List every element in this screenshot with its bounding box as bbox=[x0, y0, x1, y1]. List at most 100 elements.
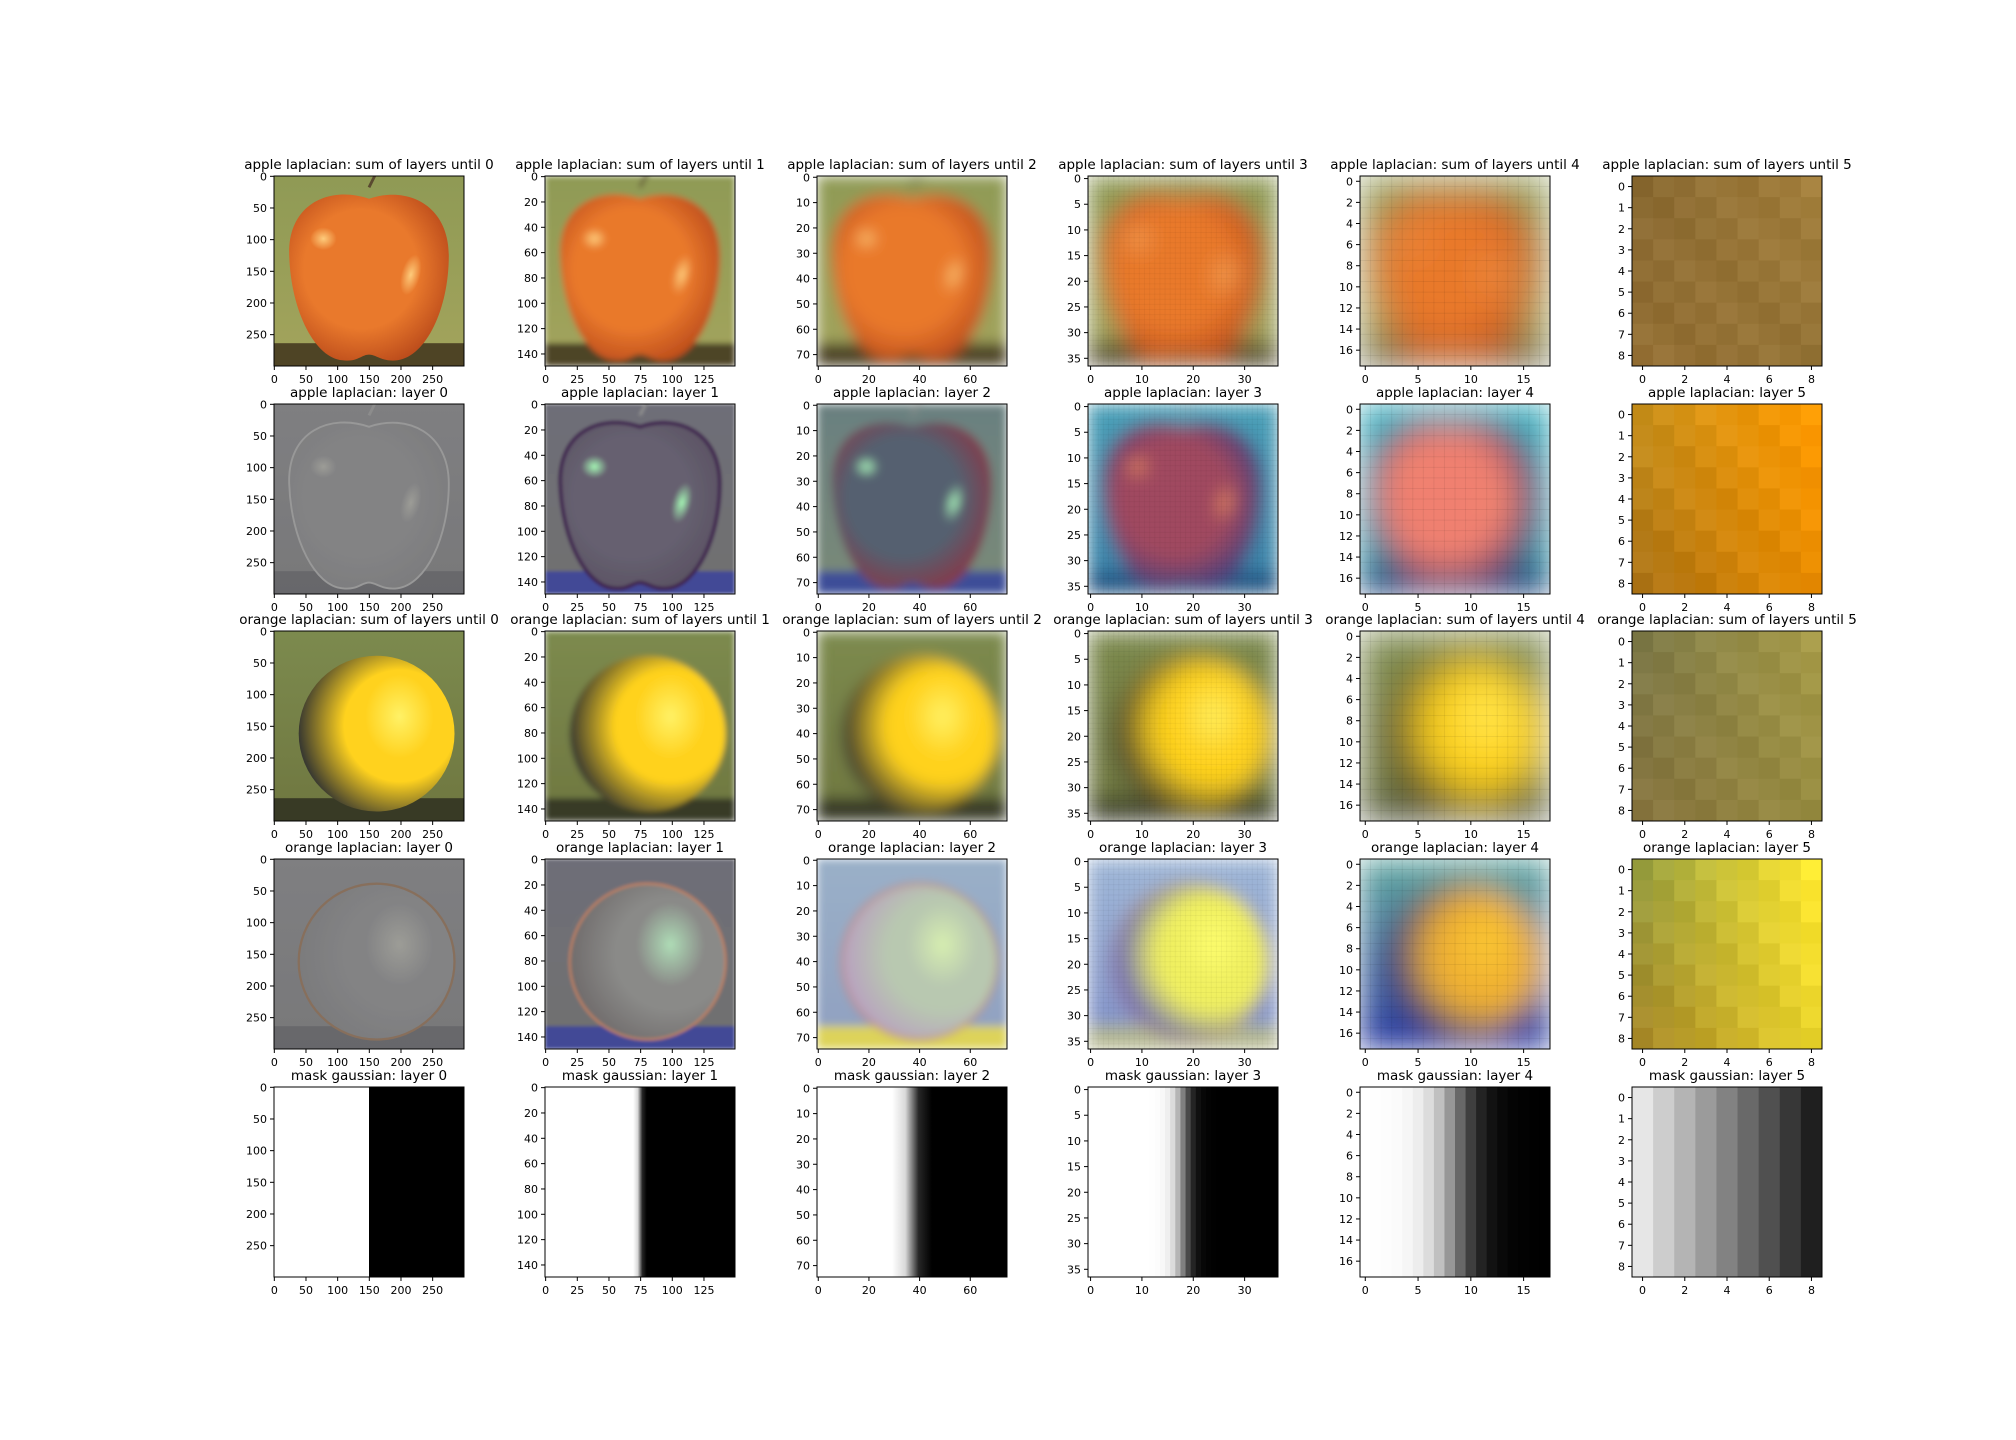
x-tick-label: 4 bbox=[1724, 373, 1731, 386]
y-tick-label: 0 bbox=[531, 171, 538, 184]
x-tick-label: 25 bbox=[570, 1056, 584, 1069]
panel-title: orange laplacian: sum of layers until 5 bbox=[1597, 612, 1857, 628]
y-tick-label: 80 bbox=[524, 1183, 538, 1196]
x-tick-label: 4 bbox=[1724, 1056, 1731, 1069]
x-tick-label: 0 bbox=[271, 601, 278, 614]
y-tick-label: 16 bbox=[1339, 572, 1353, 585]
x-tick-label: 60 bbox=[963, 1284, 977, 1297]
panel-image bbox=[817, 176, 1007, 366]
axes-frame bbox=[816, 403, 1008, 595]
x-tick-label: 0 bbox=[1639, 1284, 1646, 1297]
y-tick-label: 100 bbox=[246, 462, 267, 475]
y-tick-label: 5 bbox=[1618, 969, 1625, 982]
y-tick-label: 50 bbox=[796, 1209, 810, 1222]
x-tick-label: 0 bbox=[815, 373, 822, 386]
y-tick-label: 0 bbox=[531, 1082, 538, 1095]
panel-image bbox=[1088, 404, 1278, 594]
y-tick-label: 60 bbox=[524, 1158, 538, 1171]
panel-image bbox=[1632, 1087, 1822, 1277]
x-tick-label: 200 bbox=[390, 1056, 411, 1069]
panel-image bbox=[817, 859, 1007, 1049]
panel-title: orange laplacian: layer 2 bbox=[828, 840, 996, 856]
subplot-panel: orange laplacian: layer 5 0 2 4 6 8 0 1 2 3 4 5 6 7 8 bbox=[1618, 840, 1823, 1069]
panel-title: orange laplacian: layer 5 bbox=[1643, 840, 1811, 856]
y-tick-label: 3 bbox=[1618, 1155, 1625, 1168]
panel-title: apple laplacian: layer 4 bbox=[1376, 385, 1534, 401]
y-tick-label: 100 bbox=[517, 525, 538, 538]
panel-image bbox=[274, 1087, 464, 1277]
y-tick-label: 50 bbox=[253, 657, 267, 670]
x-tick-label: 100 bbox=[662, 1056, 683, 1069]
y-tick-label: 10 bbox=[796, 1108, 810, 1121]
y-tick-label: 10 bbox=[796, 425, 810, 438]
y-tick-label: 140 bbox=[517, 576, 538, 589]
axes-frame bbox=[1359, 630, 1551, 822]
y-tick-label: 15 bbox=[1067, 933, 1081, 946]
y-tick-label: 20 bbox=[1067, 1186, 1081, 1199]
subplot-panel: apple laplacian: layer 1 0 25 50 75 100 125 0 20… bbox=[517, 385, 736, 614]
y-tick-label: 0 bbox=[1346, 630, 1353, 643]
x-tick-label: 0 bbox=[1639, 601, 1646, 614]
x-tick-label: 0 bbox=[542, 1284, 549, 1297]
x-tick-label: 30 bbox=[1238, 373, 1252, 386]
y-tick-label: 30 bbox=[796, 930, 810, 943]
subplot-panel: mask gaussian: layer 2 0 20 40 60 0 10 20 30 40 50… bbox=[796, 1068, 1008, 1297]
x-tick-label: 150 bbox=[359, 373, 380, 386]
x-tick-label: 60 bbox=[963, 828, 977, 841]
y-tick-label: 5 bbox=[1074, 426, 1081, 439]
panel-image bbox=[1632, 631, 1822, 821]
x-tick-label: 20 bbox=[862, 373, 876, 386]
y-tick-label: 30 bbox=[1067, 327, 1081, 340]
y-tick-label: 12 bbox=[1339, 302, 1353, 315]
panel-title: mask gaussian: layer 3 bbox=[1105, 1068, 1261, 1084]
x-tick-label: 2 bbox=[1681, 828, 1688, 841]
x-tick-label: 250 bbox=[422, 601, 443, 614]
panel-title: mask gaussian: layer 1 bbox=[562, 1068, 718, 1084]
x-tick-label: 0 bbox=[271, 373, 278, 386]
x-tick-label: 10 bbox=[1464, 373, 1478, 386]
subplot-panel: orange laplacian: layer 4 0 5 10 15 0 2 4 6 8 10 12… bbox=[1339, 840, 1551, 1069]
y-tick-label: 150 bbox=[246, 720, 267, 733]
x-tick-label: 0 bbox=[1087, 1284, 1094, 1297]
axes-frame bbox=[1087, 1086, 1279, 1278]
x-tick-label: 100 bbox=[662, 601, 683, 614]
panel-image bbox=[817, 404, 1007, 594]
y-tick-label: 100 bbox=[246, 689, 267, 702]
subplot-panel: orange laplacian: sum of layers until 00… bbox=[239, 612, 499, 841]
y-tick-label: 0 bbox=[1074, 856, 1081, 869]
panel-image bbox=[1088, 631, 1278, 821]
y-tick-label: 10 bbox=[796, 652, 810, 665]
y-tick-label: 2 bbox=[1346, 879, 1353, 892]
x-tick-label: 20 bbox=[862, 1284, 876, 1297]
y-tick-label: 2 bbox=[1618, 1134, 1625, 1147]
panel-image bbox=[1632, 404, 1822, 594]
subplot-panel: orange laplacian: sum of layers until 20… bbox=[782, 612, 1042, 841]
y-tick-label: 50 bbox=[253, 202, 267, 215]
y-tick-label: 6 bbox=[1346, 1150, 1353, 1163]
y-tick-label: 0 bbox=[1618, 636, 1625, 649]
x-tick-label: 10 bbox=[1135, 828, 1149, 841]
x-tick-label: 30 bbox=[1238, 828, 1252, 841]
y-tick-label: 0 bbox=[803, 171, 810, 184]
y-tick-label: 6 bbox=[1346, 239, 1353, 252]
y-tick-label: 250 bbox=[246, 784, 267, 797]
x-tick-label: 5 bbox=[1415, 373, 1422, 386]
y-tick-label: 2 bbox=[1618, 451, 1625, 464]
x-tick-label: 25 bbox=[570, 1284, 584, 1297]
panel-title: apple laplacian: layer 5 bbox=[1648, 385, 1806, 401]
subplot-panel: apple laplacian: layer 5 0 2 4 6 8 0 1 2 3 4 5 6 7 8 bbox=[1618, 385, 1823, 614]
panel-image bbox=[1360, 404, 1550, 594]
panel-image bbox=[545, 176, 735, 366]
x-tick-label: 30 bbox=[1238, 1284, 1252, 1297]
panel-image bbox=[1360, 631, 1550, 821]
y-tick-label: 6 bbox=[1346, 694, 1353, 707]
x-tick-label: 200 bbox=[390, 373, 411, 386]
y-tick-label: 20 bbox=[524, 651, 538, 664]
y-tick-label: 10 bbox=[796, 880, 810, 893]
x-tick-label: 0 bbox=[1087, 373, 1094, 386]
panel-image bbox=[1360, 859, 1550, 1049]
x-tick-label: 8 bbox=[1808, 828, 1815, 841]
subplot-panel: mask gaussian: layer 1 0 25 50 75 100 125 0 20 40… bbox=[517, 1068, 736, 1297]
y-tick-label: 35 bbox=[1067, 1035, 1081, 1048]
x-tick-label: 250 bbox=[422, 373, 443, 386]
